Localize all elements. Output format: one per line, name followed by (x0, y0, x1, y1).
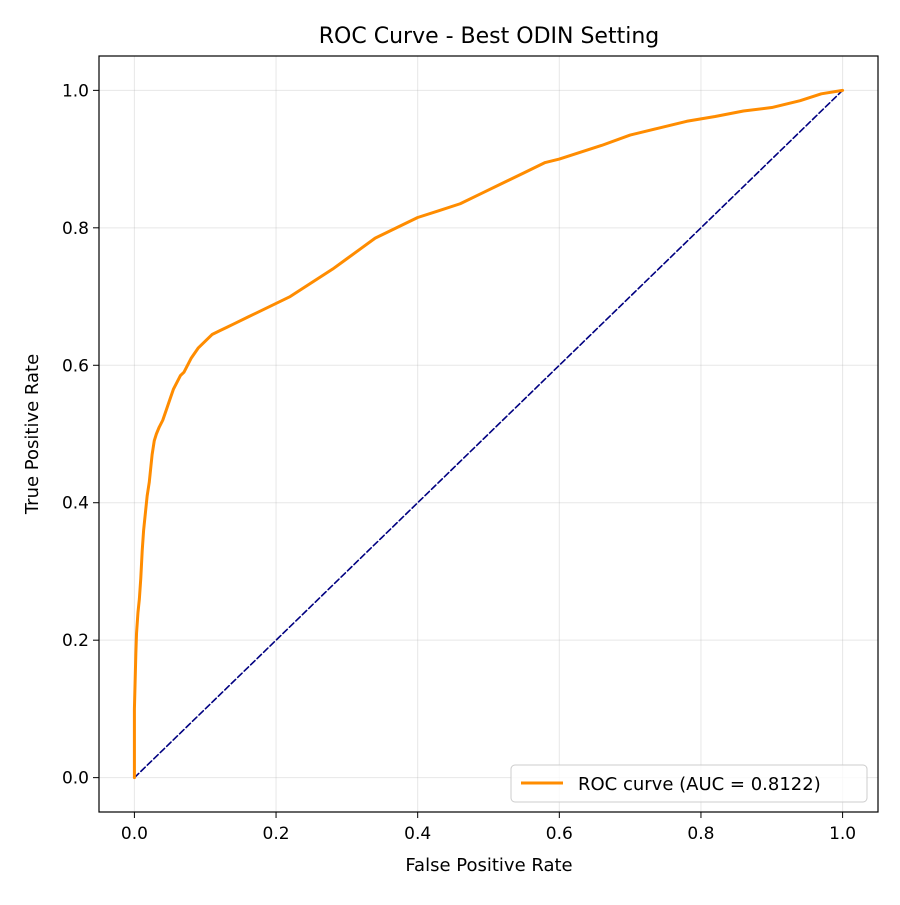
y-tick-label: 0.2 (62, 631, 89, 651)
series-layer (132, 88, 845, 780)
y-tick-label: 0.0 (62, 769, 89, 789)
y-tick-label: 0.8 (62, 219, 89, 239)
x-axis-label: False Positive Rate (405, 855, 572, 876)
chance-diagonal-line (133, 89, 844, 779)
y-tick-label: 0.4 (62, 494, 89, 514)
x-tick-label: 1.0 (829, 824, 856, 844)
chart-title: ROC Curve - Best ODIN Setting (319, 24, 659, 49)
grid-layer (99, 56, 878, 812)
ticks-layer: 0.0 0.2 0.4 0.6 0.8 1.0 0.0 0.2 0.4 0.6 0.8 1.0 (62, 81, 856, 844)
y-tick-label: 0.6 (62, 356, 89, 376)
x-tick-label: 0.6 (546, 824, 573, 844)
y-tick-label: 1.0 (62, 81, 89, 101)
plot-frame (98, 55, 879, 813)
x-tick-label: 0.8 (687, 824, 714, 844)
roc-curve-line (132, 88, 845, 780)
legend-box (510, 764, 868, 803)
x-tick-label: 0.2 (263, 824, 290, 844)
legend-label: ROC curve (AUC = 0.8122) (578, 774, 821, 795)
x-tick-label: 0.4 (404, 824, 431, 844)
x-tick-label: 0.0 (121, 824, 148, 844)
y-axis-label: True Positive Rate (22, 354, 43, 515)
legend: ROC curve (AUC = 0.8122) (510, 764, 868, 803)
